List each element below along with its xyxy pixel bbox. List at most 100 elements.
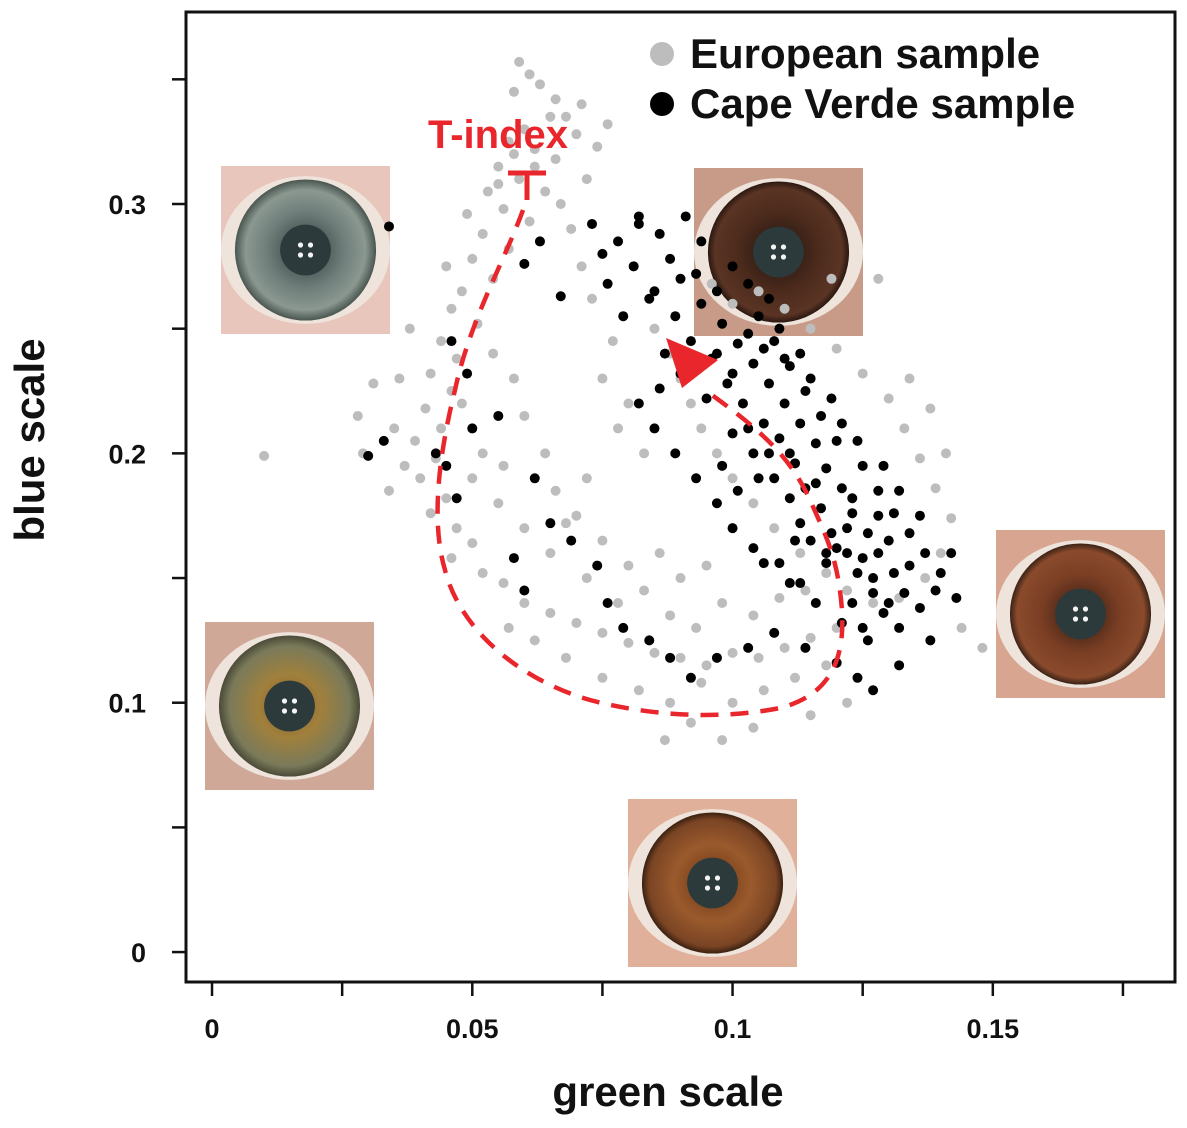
european-point [456,286,467,297]
european-point [451,353,462,364]
european-point [566,223,577,234]
cape-verde-point [925,635,936,646]
european-point [550,94,561,105]
cape-verde-point [696,298,707,309]
european-point [576,99,587,110]
european-point [649,323,660,334]
european-point [691,622,702,633]
cape-verde-point [748,448,759,459]
cape-verde-point [670,311,681,322]
y-axis: 0 0.1 0.2 0.3 [108,78,186,968]
european-point [425,508,436,519]
cape-verde-point [899,588,910,599]
cape-verde-point [378,435,389,446]
european-point [597,627,608,638]
european-point [857,368,868,379]
cape-verde-point [529,473,540,484]
european-point [717,597,728,608]
cape-verde-point [826,393,837,404]
cape-verde-point [644,293,655,304]
cape-verde-point [852,435,863,446]
european-point [493,179,504,190]
cape-verde-point [743,642,754,653]
cape-verde-point [805,535,816,546]
cape-verde-point [633,398,644,409]
cape-verde-point [743,328,754,339]
y-tick-label: 0 [131,938,146,968]
cape-verde-point [602,278,613,289]
cape-verde-point [774,323,785,334]
european-point [904,373,915,384]
european-point [753,286,764,297]
t-index-label: T-index [428,113,568,157]
european-point [623,560,634,571]
european-point [748,610,759,621]
cape-verde-point [769,336,780,347]
european-point [555,199,566,210]
european-point [477,568,488,579]
cape-verde-point [774,558,785,569]
european-point [727,473,738,484]
cape-verde-point [758,343,769,354]
european-point [805,323,816,334]
european-point [524,216,535,227]
cape-verde-point [587,218,598,229]
cape-verde-point [680,211,691,222]
cape-verde-point [763,378,774,389]
cape-verde-point [847,597,858,608]
cape-verde-point [727,428,738,439]
european-point [633,685,644,696]
cape-verde-point [691,473,702,484]
european-point [883,393,894,404]
cape-verde-point [868,685,879,696]
european-point [498,460,509,471]
european-point [389,423,400,434]
european-point [498,203,509,214]
cape-verde-point [633,211,644,222]
cape-verde-point [467,423,478,434]
european-point [873,273,884,284]
cape-verde-point [665,253,676,264]
cape-verde-point [857,622,868,633]
european-point [748,722,759,733]
cape-verde-point [883,597,894,608]
cape-verde-point [810,438,821,449]
european-point [868,597,879,608]
cape-verde-point [717,460,728,471]
european-point [946,513,957,524]
cape-verde-point [795,348,806,359]
european-point [462,208,473,219]
series-cape-verde [363,211,962,696]
european-point [446,303,457,314]
european-point [930,483,941,494]
cape-verde-point [384,221,395,232]
european-point [659,735,670,746]
european-point [493,498,504,509]
cape-verde-point [732,338,743,349]
x-axis-title: green scale [552,1068,783,1115]
cape-verde-point [847,493,858,504]
european-point [592,141,603,152]
european-point [467,538,478,549]
cape-verde-point [654,228,665,239]
cape-verde-point [758,418,769,429]
y-tick-label: 0.2 [108,439,146,469]
european-point [425,368,436,379]
cape-verde-point [753,311,764,322]
cape-verde-point [711,286,722,297]
european-point [560,518,571,529]
european-point [545,548,556,559]
cape-verde-point [914,602,925,613]
european-point [805,632,816,643]
european-point [488,348,499,359]
cape-verde-point [878,460,889,471]
cape-verde-point [852,568,863,579]
cape-verde-point [441,460,452,471]
cape-verde-point [534,236,545,247]
european-point [639,585,650,596]
cape-verde-point [519,258,530,269]
european-point [529,161,540,172]
cape-verde-point [508,553,519,564]
cape-verde-point [763,448,774,459]
cape-verde-point [769,627,780,638]
